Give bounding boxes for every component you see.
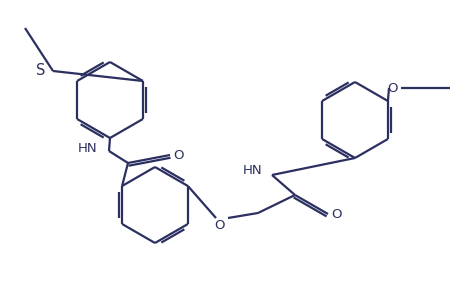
- Text: HN: HN: [77, 141, 97, 155]
- Text: HN: HN: [242, 163, 262, 177]
- Text: S: S: [35, 62, 45, 77]
- Text: O: O: [330, 207, 341, 221]
- Text: O: O: [173, 148, 183, 162]
- Text: O: O: [214, 219, 225, 232]
- Text: O: O: [387, 81, 397, 95]
